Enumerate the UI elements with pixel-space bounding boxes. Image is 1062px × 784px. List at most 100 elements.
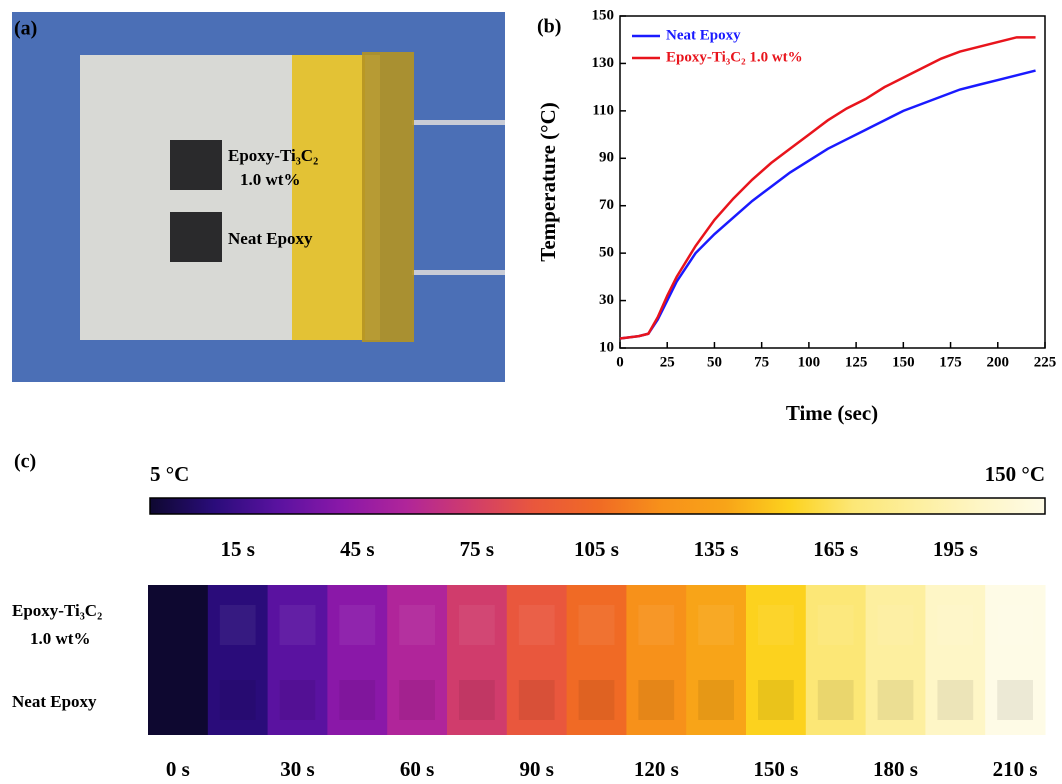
- sample-spot: [877, 680, 914, 720]
- y-tick-label: 70: [599, 197, 614, 213]
- scale-min-label: 5 °C: [150, 462, 189, 486]
- thermal-cell: [865, 585, 926, 735]
- sample: [170, 140, 222, 190]
- thermal-cell: [267, 585, 328, 735]
- y-tick-label: 10: [599, 339, 614, 355]
- x-tick-label: 50: [707, 354, 722, 370]
- sample-label: Neat Epoxy: [228, 229, 313, 248]
- time-label: 90 s: [519, 757, 553, 781]
- thermal-cell: [506, 585, 568, 735]
- sample-spot: [518, 680, 555, 720]
- sample-spot: [698, 605, 734, 645]
- time-label: 30 s: [280, 757, 314, 781]
- tape: [292, 55, 365, 340]
- x-tick-label: 175: [939, 354, 962, 370]
- sample-spot: [399, 680, 435, 720]
- legend-label: Epoxy-Ti₃C₂ 1.0 wt%: [666, 49, 803, 65]
- sample-spot: [937, 680, 974, 720]
- panel-label: (c): [14, 451, 36, 473]
- time-label: 195 s: [933, 537, 978, 561]
- x-tick-label: 100: [798, 354, 821, 370]
- time-label: 180 s: [873, 757, 918, 781]
- thermal-cell: [387, 585, 448, 735]
- legend-label: Neat Epoxy: [666, 27, 741, 43]
- thermal-cell: [626, 585, 687, 735]
- thermal-cell: [805, 585, 867, 735]
- sample-spot: [997, 680, 1033, 720]
- sample-spot: [638, 680, 675, 720]
- thermal-cell: [207, 585, 269, 735]
- x-tick-label: 75: [754, 354, 769, 370]
- sample-spot: [339, 605, 376, 645]
- sample-spot: [758, 680, 794, 720]
- sample-spot: [459, 605, 495, 645]
- x-tick-label: 200: [987, 354, 1010, 370]
- time-label: 105 s: [574, 537, 619, 561]
- photo: [12, 12, 505, 382]
- sample-spot: [997, 605, 1033, 645]
- sample-spot: [279, 605, 316, 645]
- x-tick-label: 0: [616, 354, 624, 370]
- sample-spot: [698, 680, 734, 720]
- sample-spot: [459, 680, 495, 720]
- row-label: 1.0 wt%: [30, 629, 90, 648]
- sample-spot: [339, 680, 376, 720]
- panel-label: (a): [14, 18, 37, 40]
- sample-spot: [518, 605, 555, 645]
- line: [619, 69, 1036, 340]
- time-label: 45 s: [340, 537, 374, 561]
- thermal-cell: [566, 585, 627, 735]
- scale-max-label: 150 °C: [985, 462, 1045, 486]
- sample: [170, 212, 222, 262]
- y-tick-label: 50: [599, 245, 614, 261]
- y-axis-label: Temperature (°C): [536, 102, 560, 261]
- plot-frame: [619, 15, 1046, 349]
- time-label: 0 s: [166, 757, 190, 781]
- y-tick-label: 110: [592, 102, 614, 118]
- sample-spot: [937, 605, 974, 645]
- time-label: 135 s: [694, 537, 739, 561]
- sample-spot: [638, 605, 675, 645]
- time-label: 150 s: [753, 757, 798, 781]
- sample-spot: [219, 680, 256, 720]
- time-label: 60 s: [400, 757, 434, 781]
- x-tick-label: 125: [845, 354, 868, 370]
- time-label: 15 s: [220, 537, 254, 561]
- thermal-cell: [746, 585, 807, 735]
- tape: [362, 52, 414, 342]
- thermal-cell: [327, 585, 388, 735]
- y-tick-label: 150: [592, 7, 615, 23]
- x-tick-label: 25: [660, 354, 675, 370]
- x-tick-label: 150: [892, 354, 915, 370]
- thermal-cell: [686, 585, 747, 735]
- wire: [412, 120, 505, 125]
- row-label: Neat Epoxy: [12, 692, 97, 711]
- wire: [412, 270, 505, 275]
- thermal-cell: [447, 585, 508, 735]
- sample-spot: [877, 605, 914, 645]
- time-label: 120 s: [634, 757, 679, 781]
- x-tick-label: 225: [1034, 354, 1057, 370]
- sample-spot: [219, 605, 256, 645]
- x-axis-label: Time (sec): [786, 401, 878, 425]
- panel-label: (b): [537, 16, 561, 38]
- sample-spot: [817, 680, 854, 720]
- sample-spot: [817, 605, 854, 645]
- sample-spot: [578, 680, 615, 720]
- sample-spot: [578, 605, 615, 645]
- thermal-cell: [985, 585, 1046, 735]
- colorbar: [149, 497, 1046, 515]
- sample-spot: [758, 605, 794, 645]
- sample-label: 1.0 wt%: [240, 170, 300, 189]
- sample-label: Epoxy-Ti₃C₂: [228, 146, 318, 165]
- y-tick-label: 30: [599, 292, 614, 308]
- thermal-cell: [148, 585, 209, 735]
- time-label: 165 s: [813, 537, 858, 561]
- y-tick-label: 130: [592, 55, 615, 71]
- sample-spot: [399, 605, 435, 645]
- thermal-cell: [925, 585, 986, 735]
- sample-spot: [279, 680, 316, 720]
- time-label: 210 s: [993, 757, 1038, 781]
